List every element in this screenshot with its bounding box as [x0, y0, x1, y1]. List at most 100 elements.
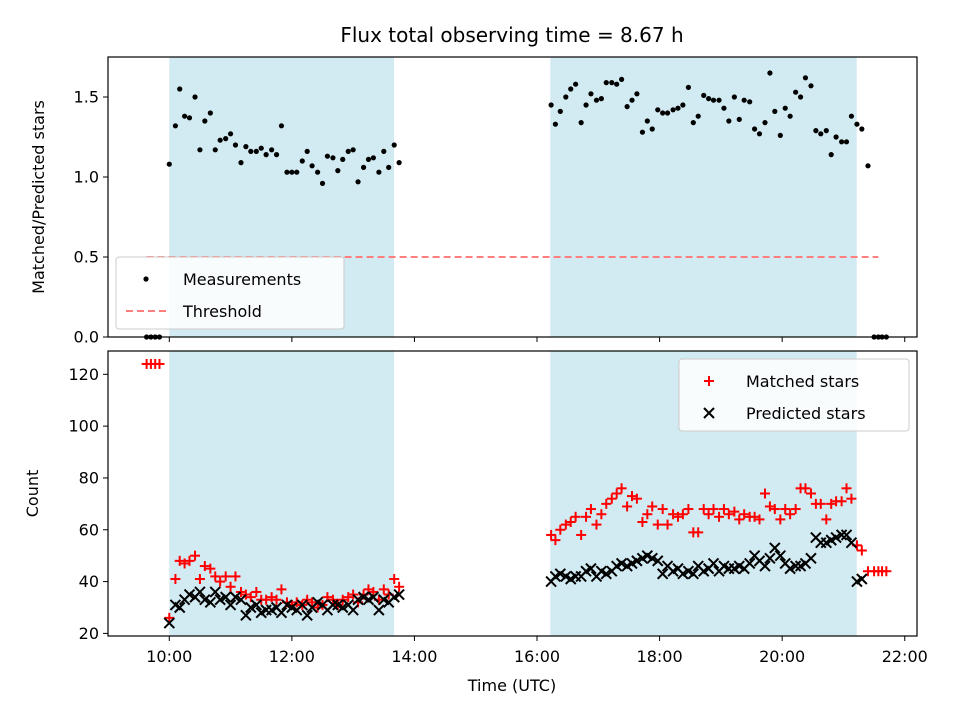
- matched-stars-point: [154, 358, 165, 369]
- matched-stars-point: [754, 514, 765, 525]
- predicted-stars-point: [204, 596, 217, 609]
- measurements-point: [309, 163, 315, 169]
- measurements-point: [624, 104, 630, 110]
- measurements-point: [227, 131, 234, 137]
- measurements-point: [381, 148, 387, 154]
- measurements-point: [609, 80, 615, 86]
- y-tick-label: 0.5: [74, 248, 99, 267]
- matched-stars-point: [606, 493, 617, 504]
- measurements-point: [212, 147, 218, 153]
- measurements-point: [197, 147, 203, 153]
- x-b: [301, 609, 313, 621]
- measurements-point: [370, 155, 376, 161]
- measurements-point: [365, 156, 372, 162]
- matched-stars-point: [841, 483, 852, 494]
- matched-stars-point: [836, 496, 847, 507]
- predicted-stars-point: [856, 573, 868, 585]
- bottom-panel: 20 40 60 80 100 120 10:00 12:00 14:00 16:00 18:00 2…: [23, 350, 928, 666]
- predicted-stars-point: [163, 617, 175, 629]
- measurements-point: [207, 110, 213, 116]
- matched-stars-point: [805, 488, 816, 499]
- matched-stars-point: [215, 576, 226, 587]
- x-b: [656, 568, 669, 580]
- measurements-point: [269, 147, 275, 153]
- predicted-stars-point: [393, 588, 405, 601]
- y-tick-label: 60: [79, 520, 99, 539]
- y-tick-label: 20: [79, 624, 99, 643]
- x-b: [615, 557, 628, 570]
- x-b: [682, 565, 695, 577]
- predicted-stars-point: [774, 549, 787, 562]
- measurements-point: [319, 180, 326, 186]
- legend: Matched stars Predicted stars: [678, 358, 910, 432]
- matched-stars-point: [210, 571, 221, 582]
- matched-stars-point: [194, 574, 205, 584]
- matched-stars-point: [261, 594, 272, 605]
- x-b: [600, 568, 612, 580]
- measurements-point: [557, 108, 563, 114]
- measurements-point: [721, 105, 727, 111]
- y-tick-label: 1.5: [74, 88, 99, 107]
- predicted-stars-point: [615, 557, 628, 570]
- x-b: [286, 601, 298, 614]
- observing-window-2: [550, 57, 857, 337]
- matched-stars-point: [616, 483, 627, 494]
- axes-frame: [107, 350, 918, 637]
- x-tick-label: 10:00: [146, 647, 192, 666]
- x-b: [245, 601, 257, 614]
- measurements-point: [578, 120, 584, 126]
- x-b: [687, 568, 700, 580]
- matched-stars-point: [276, 584, 287, 595]
- measurements-point: [360, 164, 367, 170]
- x-b: [743, 557, 756, 570]
- matched-stars-point: [199, 561, 210, 572]
- measurements-point: [731, 94, 737, 100]
- measurements-point: [649, 126, 655, 132]
- measurements-point: [330, 155, 336, 161]
- measurements-point: [818, 131, 824, 137]
- x-b: [835, 529, 848, 541]
- measurements-point: [232, 142, 239, 148]
- predicted-stars-point: [352, 594, 364, 606]
- y-tick-label: 100: [68, 417, 99, 436]
- measurements-point: [568, 86, 574, 92]
- y-tick-label: 40: [79, 572, 99, 591]
- measurements-point: [614, 81, 620, 87]
- measurements-point: [552, 121, 559, 127]
- predicted-stars-point: [373, 604, 385, 616]
- legend: Measurements Threshold: [115, 256, 345, 330]
- matched-stars-point: [662, 519, 673, 530]
- x-b: [214, 594, 226, 606]
- predicted-stars-point: [646, 552, 658, 564]
- x-b: [784, 562, 796, 575]
- measurements-point: [767, 70, 773, 76]
- matched-stars-point: [550, 535, 561, 546]
- matched-stars-point: [251, 586, 262, 597]
- matched-stars-point: [734, 514, 745, 525]
- x-b: [209, 586, 221, 598]
- matched-stars-point: [657, 504, 668, 515]
- legend-box: [115, 256, 345, 330]
- x-axis-label: Time (UTC): [467, 676, 556, 695]
- predicted-stars-point: [240, 609, 252, 621]
- matched-stars-point: [642, 509, 653, 520]
- matched-stars-point: [184, 555, 195, 566]
- matched-stars-point: [708, 504, 719, 515]
- x-b: [219, 591, 232, 603]
- predicted-stars-point: [652, 555, 664, 567]
- predicted-stars-point: [769, 542, 781, 554]
- measurements-point: [588, 91, 594, 97]
- measurements-point: [598, 96, 604, 102]
- x-b: [347, 604, 359, 616]
- matched-stars-point: [170, 574, 181, 584]
- predicted-stars-point: [585, 562, 597, 575]
- matched-stars-point: [576, 529, 587, 540]
- x-b: [753, 555, 766, 567]
- matched-stars-point: [230, 571, 241, 582]
- measurements-point: [335, 168, 341, 174]
- measurements-point: [583, 102, 589, 108]
- measurements-point: [345, 148, 351, 154]
- matched-stars-point: [723, 509, 734, 520]
- measurements-point: [859, 126, 865, 132]
